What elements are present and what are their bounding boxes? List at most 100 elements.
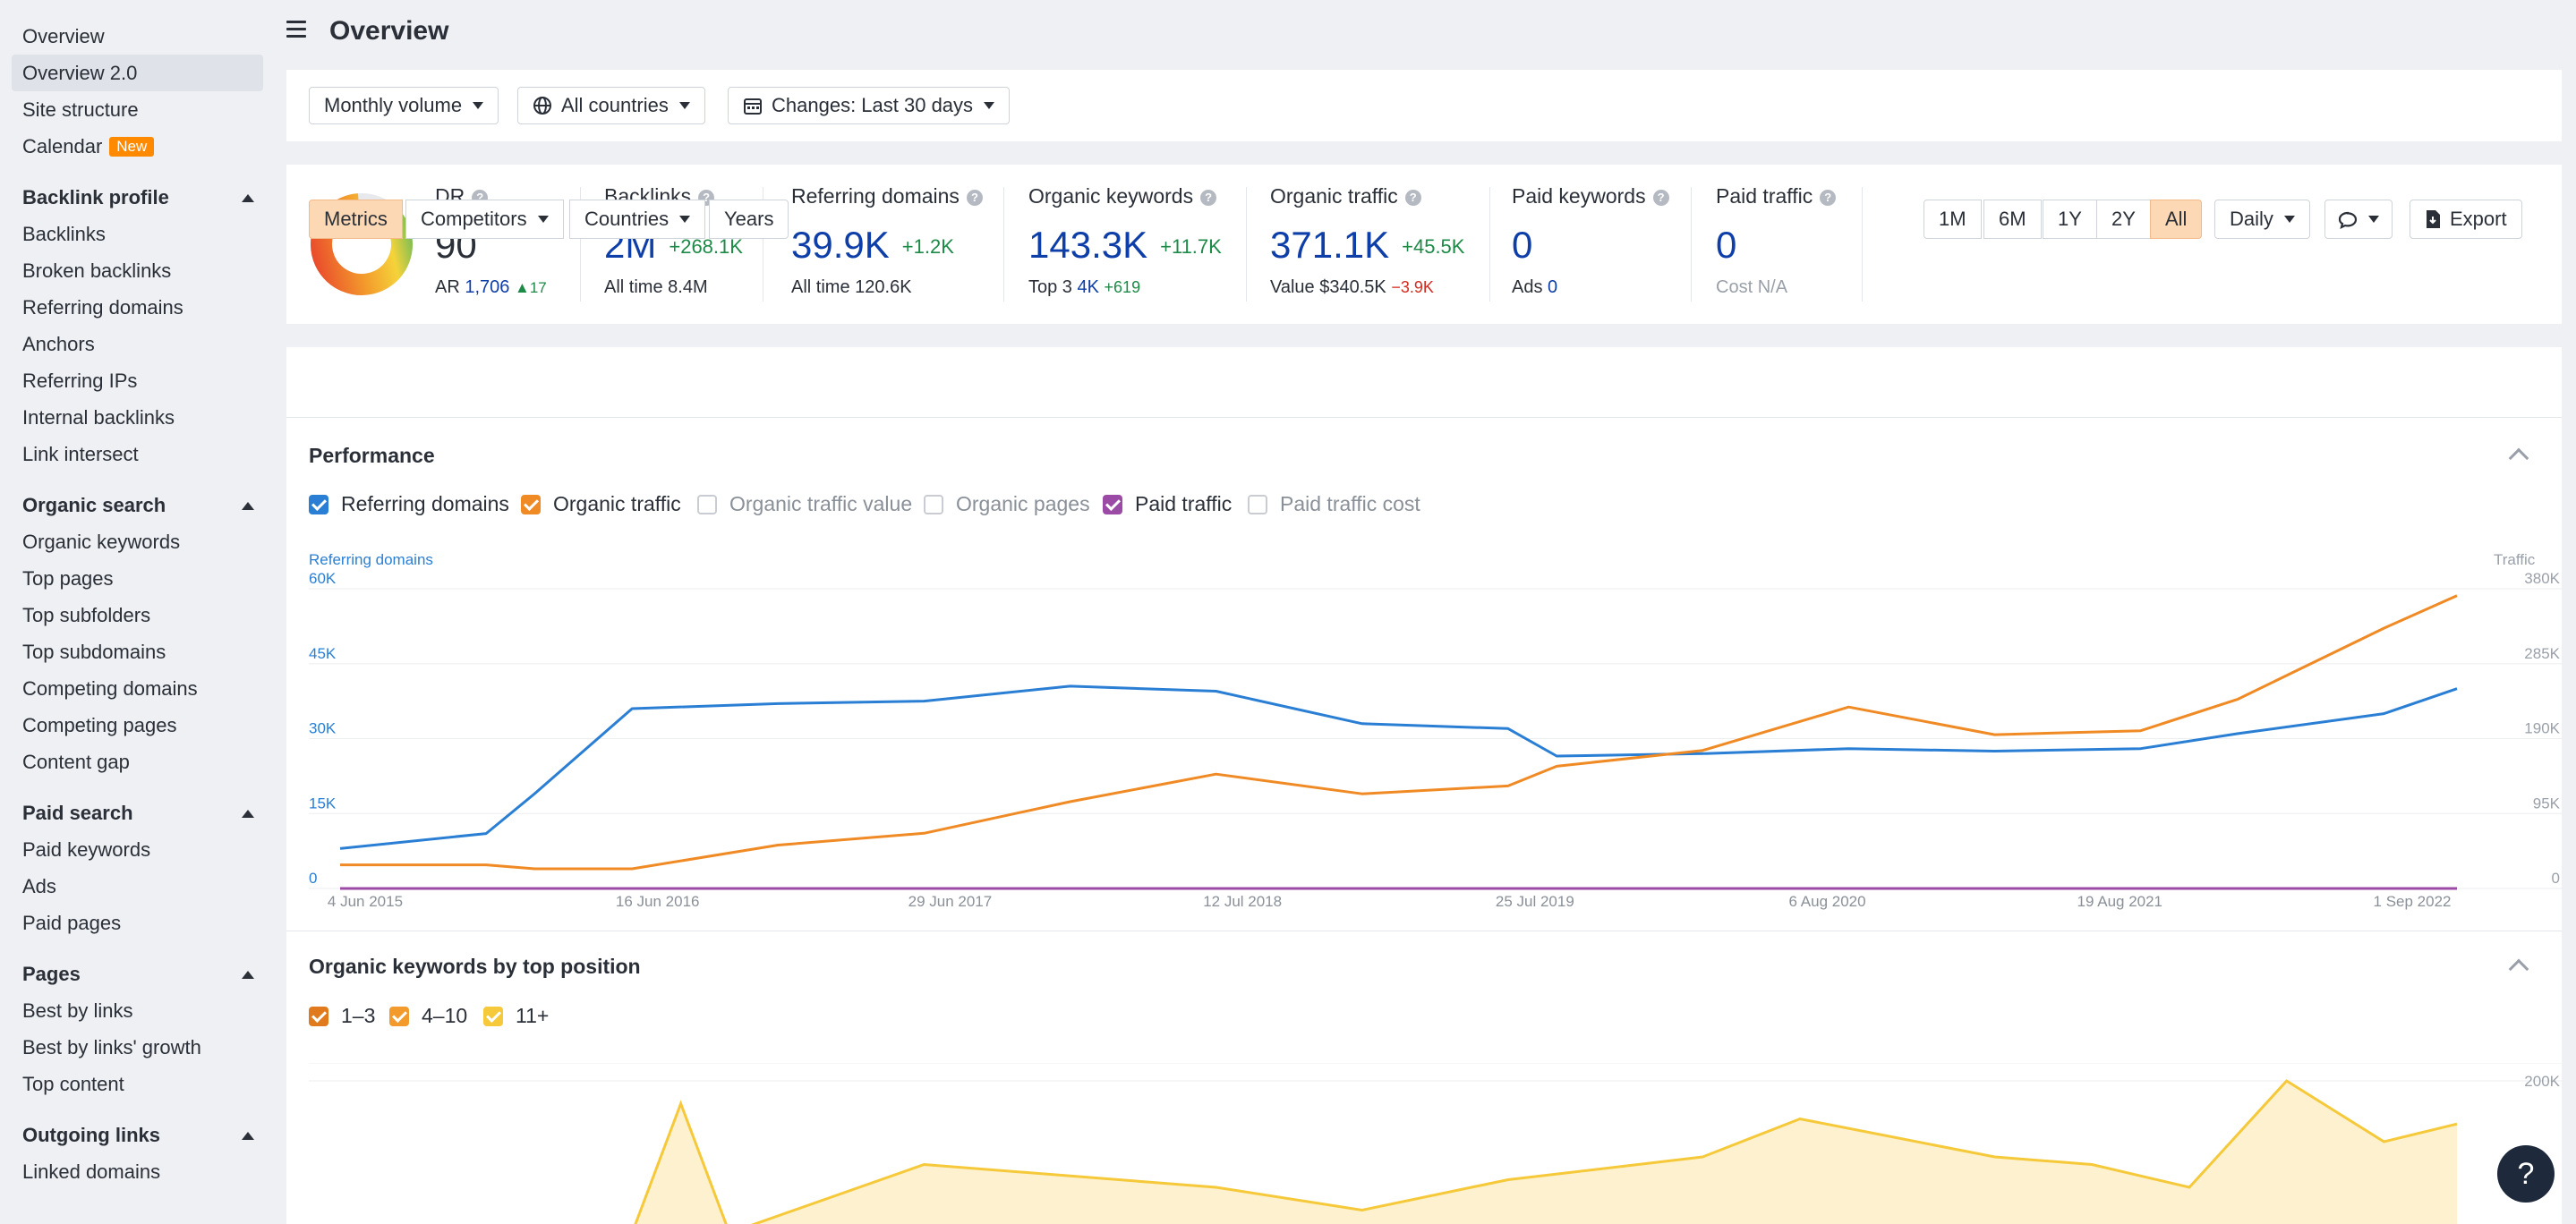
chevron-down-icon [537, 216, 549, 223]
section-outgoing-links[interactable]: Outgoing links [12, 1117, 263, 1153]
section-paid-search[interactable]: Paid search [12, 795, 263, 831]
divider [1862, 187, 1863, 302]
sub-label: Ads [1512, 277, 1543, 297]
sub-delta: +619 [1104, 278, 1141, 296]
sidebar-item-paid-keywords[interactable]: Paid keywords [22, 838, 151, 861]
interval-label: Daily [2230, 208, 2273, 230]
ar-value[interactable]: 1,706 [465, 277, 510, 297]
section-backlink-profile[interactable]: Backlink profile [12, 179, 263, 216]
changes-dropdown[interactable]: Changes: Last 30 days [728, 87, 1011, 124]
legend-organic-traffic-value[interactable]: Organic traffic value [697, 492, 912, 515]
help-icon[interactable]: ? [1200, 190, 1217, 206]
divider [1489, 187, 1490, 302]
paidkw-label: Paid keywords? [1512, 184, 1669, 208]
sub-delta: −3.9K [1391, 278, 1434, 296]
page-header: Overview [286, 0, 2576, 64]
legend-paid-traffic-cost[interactable]: Paid traffic cost [1248, 492, 1420, 515]
refdomains-number: 39.9K [791, 224, 890, 266]
sub-value[interactable]: 0 [1548, 277, 1558, 297]
range-1m[interactable]: 1M [1923, 200, 1982, 239]
help-icon[interactable]: ? [1404, 190, 1421, 206]
range-6m[interactable]: 6M [1983, 200, 2042, 239]
legend-pos-4-10[interactable]: 4–10 [389, 1004, 467, 1027]
sidebar-item-backlinks[interactable]: Backlinks [22, 223, 106, 245]
x-tick-label: 19 Aug 2021 [2077, 893, 2162, 910]
sidebar-item-top-pages[interactable]: Top pages [22, 567, 114, 590]
export-button[interactable]: Export [2410, 200, 2522, 239]
sidebar-item-competing-pages[interactable]: Competing pages [22, 714, 177, 736]
paidkw-value[interactable]: 0 [1512, 224, 1533, 266]
legend-organic-traffic[interactable]: Organic traffic [521, 492, 681, 515]
help-icon[interactable]: ? [1820, 190, 1837, 206]
right-axis-title: Traffic [2494, 551, 2536, 568]
sidebar-item-overview[interactable]: Overview [22, 25, 105, 47]
sidebar-item-broken-backlinks[interactable]: Broken backlinks [22, 259, 172, 282]
chevron-down-icon [2368, 216, 2379, 223]
orgkw-value[interactable]: 143.3K +11.7K [1028, 224, 1222, 267]
checkbox-icon [309, 1007, 328, 1026]
annotations-dropdown[interactable] [2324, 200, 2393, 239]
sidebar-item-top-content[interactable]: Top content [22, 1073, 124, 1095]
sidebar-item-top-subdomains[interactable]: Top subdomains [22, 641, 166, 663]
sidebar-item-organic-keywords[interactable]: Organic keywords [22, 531, 181, 553]
filter-bar: Monthly volume All countries Changes: La… [286, 70, 2562, 141]
backlinks-sub: All time 8.4M [604, 277, 708, 298]
paidtraffic-value[interactable]: 0 [1716, 224, 1737, 266]
legend-paid-traffic[interactable]: Paid traffic [1103, 492, 1232, 515]
collapse-caret-icon [242, 971, 254, 979]
sidebar-item-best-by-links[interactable]: Best by links [22, 999, 133, 1022]
sidebar-item-overview-2[interactable]: Overview 2.0 [12, 55, 263, 91]
legend-pos-11-plus[interactable]: 11+ [483, 1004, 549, 1027]
help-icon[interactable]: ? [966, 190, 983, 206]
ar-up-icon: ▲ [514, 279, 530, 296]
help-button[interactable]: ? [2497, 1145, 2555, 1203]
sidebar-item-site-structure[interactable]: Site structure [22, 98, 139, 121]
legend-referring-domains[interactable]: Referring domains [309, 492, 509, 515]
range-1y[interactable]: 1Y [2043, 200, 2097, 239]
help-icon[interactable]: ? [1652, 190, 1669, 206]
changes-label: Changes: Last 30 days [772, 94, 974, 116]
sub-label: All time [791, 277, 850, 297]
left-tick-label: 15K [309, 795, 337, 812]
refdomains-sub: All time 120.6K [791, 277, 912, 298]
refdomains-value[interactable]: 39.9K +1.2K [791, 224, 954, 267]
sub-value: $340.5K [1319, 277, 1386, 297]
chevron-down-icon [679, 216, 691, 223]
section-organic-search[interactable]: Organic search [12, 487, 263, 523]
countries-dropdown[interactable]: All countries [517, 87, 705, 124]
sidebar-item-linked-domains[interactable]: Linked domains [22, 1160, 161, 1183]
range-2y[interactable]: 2Y [2096, 200, 2151, 239]
sidebar-item-best-by-links-growth[interactable]: Best by links' growth [22, 1036, 201, 1058]
tab-metrics[interactable]: Metrics [309, 200, 403, 239]
sidebar-item-link-intersect[interactable]: Link intersect [22, 443, 139, 465]
sidebar-item-ads[interactable]: Ads [22, 875, 56, 897]
sidebar-item-paid-pages[interactable]: Paid pages [22, 912, 122, 934]
volume-dropdown[interactable]: Monthly volume [309, 87, 499, 124]
legend-pos-1-3[interactable]: 1–3 [309, 1004, 375, 1027]
checkbox-icon [309, 495, 328, 514]
sidebar-item-competing-domains[interactable]: Competing domains [22, 677, 198, 700]
sidebar-item-content-gap[interactable]: Content gap [22, 751, 130, 773]
tab-years[interactable]: Years [709, 200, 789, 239]
sidebar-item-referring-domains[interactable]: Referring domains [22, 296, 183, 319]
orgkw-label: Organic keywords? [1028, 184, 1217, 208]
sidebar-item-referring-ips[interactable]: Referring IPs [22, 370, 138, 392]
tab-countries[interactable]: Countries [569, 200, 706, 239]
sidebar-item-calendar[interactable]: Calendar New [12, 128, 263, 165]
divider [286, 417, 2562, 418]
interval-dropdown[interactable]: Daily [2214, 200, 2310, 239]
menu-icon[interactable] [286, 21, 306, 38]
range-all[interactable]: All [2150, 200, 2203, 239]
checkbox-icon [924, 495, 943, 514]
sidebar-item-top-subfolders[interactable]: Top subfolders [22, 604, 151, 626]
legend-label: 4–10 [422, 1004, 468, 1027]
legend-organic-pages[interactable]: Organic pages [924, 492, 1090, 515]
section-pages[interactable]: Pages [12, 956, 263, 992]
tab-competitors[interactable]: Competitors [405, 200, 564, 239]
sub-value[interactable]: 4K [1077, 277, 1099, 297]
orgtraffic-value[interactable]: 371.1K +45.5K [1270, 224, 1464, 267]
sidebar-item-internal-backlinks[interactable]: Internal backlinks [22, 406, 175, 429]
section-title: Organic search [22, 494, 166, 516]
sidebar-item-anchors[interactable]: Anchors [22, 333, 95, 355]
refdomains-delta: +1.2K [901, 235, 954, 258]
